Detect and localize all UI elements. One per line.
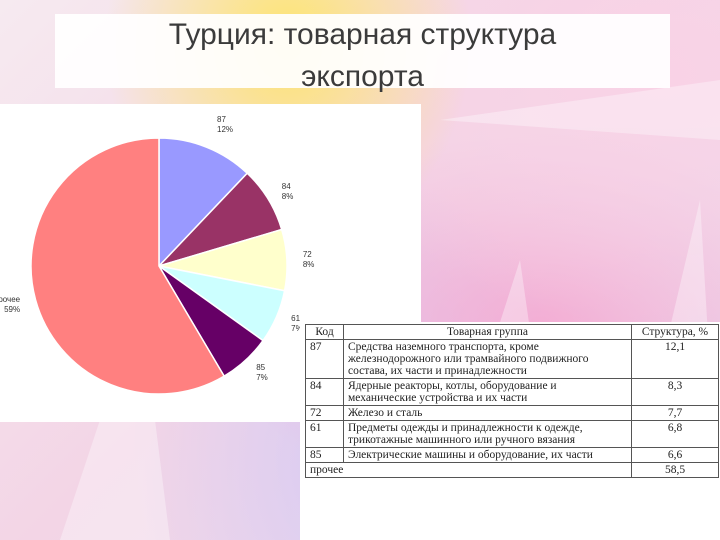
table-row: 61 Предметы одежды и принадлежности к од… (305, 420, 719, 448)
export-structure-table: Код Товарная группа Структура, % 87 Сред… (305, 324, 719, 478)
row-value: 6,6 (631, 447, 719, 463)
slice-label-percent: 59% (4, 305, 20, 314)
row-value: 7,7 (631, 405, 719, 421)
row-code: 84 (305, 378, 344, 406)
table-row: 87 Средства наземного транспорта, кроме … (305, 339, 719, 379)
header-code: Код (305, 324, 344, 340)
slide-title: Турция: товарная структура экспорта (55, 14, 670, 98)
row-code: 85 (305, 447, 344, 463)
row-group: Электрические машины и оборудование, их … (343, 447, 632, 463)
pie-slice (30, 137, 226, 395)
header-structure: Структура, % (631, 324, 719, 340)
row-code: прочее (305, 462, 632, 478)
row-group: Средства наземного транспорта, кроме жел… (343, 339, 632, 379)
slice-label-percent: 7% (291, 324, 303, 333)
title-background (55, 14, 670, 88)
slice-label-code: 61 (291, 314, 300, 323)
slice-label-percent: 8% (282, 192, 294, 201)
table-row: прочее 58,5 (305, 462, 719, 478)
row-code: 72 (305, 405, 344, 421)
slice-label-percent: 7% (256, 373, 268, 382)
row-value: 58,5 (631, 462, 719, 478)
slice-label-code: прочее (0, 295, 21, 304)
title-line-1: Турция: товарная структура (168, 18, 557, 51)
header-group: Товарная группа (343, 324, 632, 340)
table-row: 72 Железо и сталь 7,7 (305, 405, 719, 421)
row-value: 8,3 (631, 378, 719, 406)
table-header-row: Код Товарная группа Структура, % (305, 324, 719, 340)
slice-label-code: 84 (282, 182, 291, 191)
row-code: 61 (305, 420, 344, 448)
row-value: 12,1 (631, 339, 719, 379)
row-code: 87 (305, 339, 344, 379)
table-row: 84 Ядерные реакторы, котлы, оборудование… (305, 378, 719, 406)
title-line-2: экспорта (301, 60, 424, 93)
pie-slice (158, 137, 249, 268)
row-group: Железо и сталь (343, 405, 632, 421)
slice-label-percent: 8% (303, 260, 315, 269)
row-group: Предметы одежды и принадлежности к одежд… (343, 420, 632, 448)
row-group: Ядерные реакторы, котлы, оборудование и … (343, 378, 632, 406)
slice-label-code: 85 (256, 363, 265, 372)
row-value: 6,8 (631, 420, 719, 448)
table-row: 85 Электрические машины и оборудование, … (305, 447, 719, 463)
slice-label-code: 87 (217, 115, 226, 124)
slice-label-code: 72 (303, 250, 312, 259)
slice-label-percent: 12% (217, 125, 233, 134)
